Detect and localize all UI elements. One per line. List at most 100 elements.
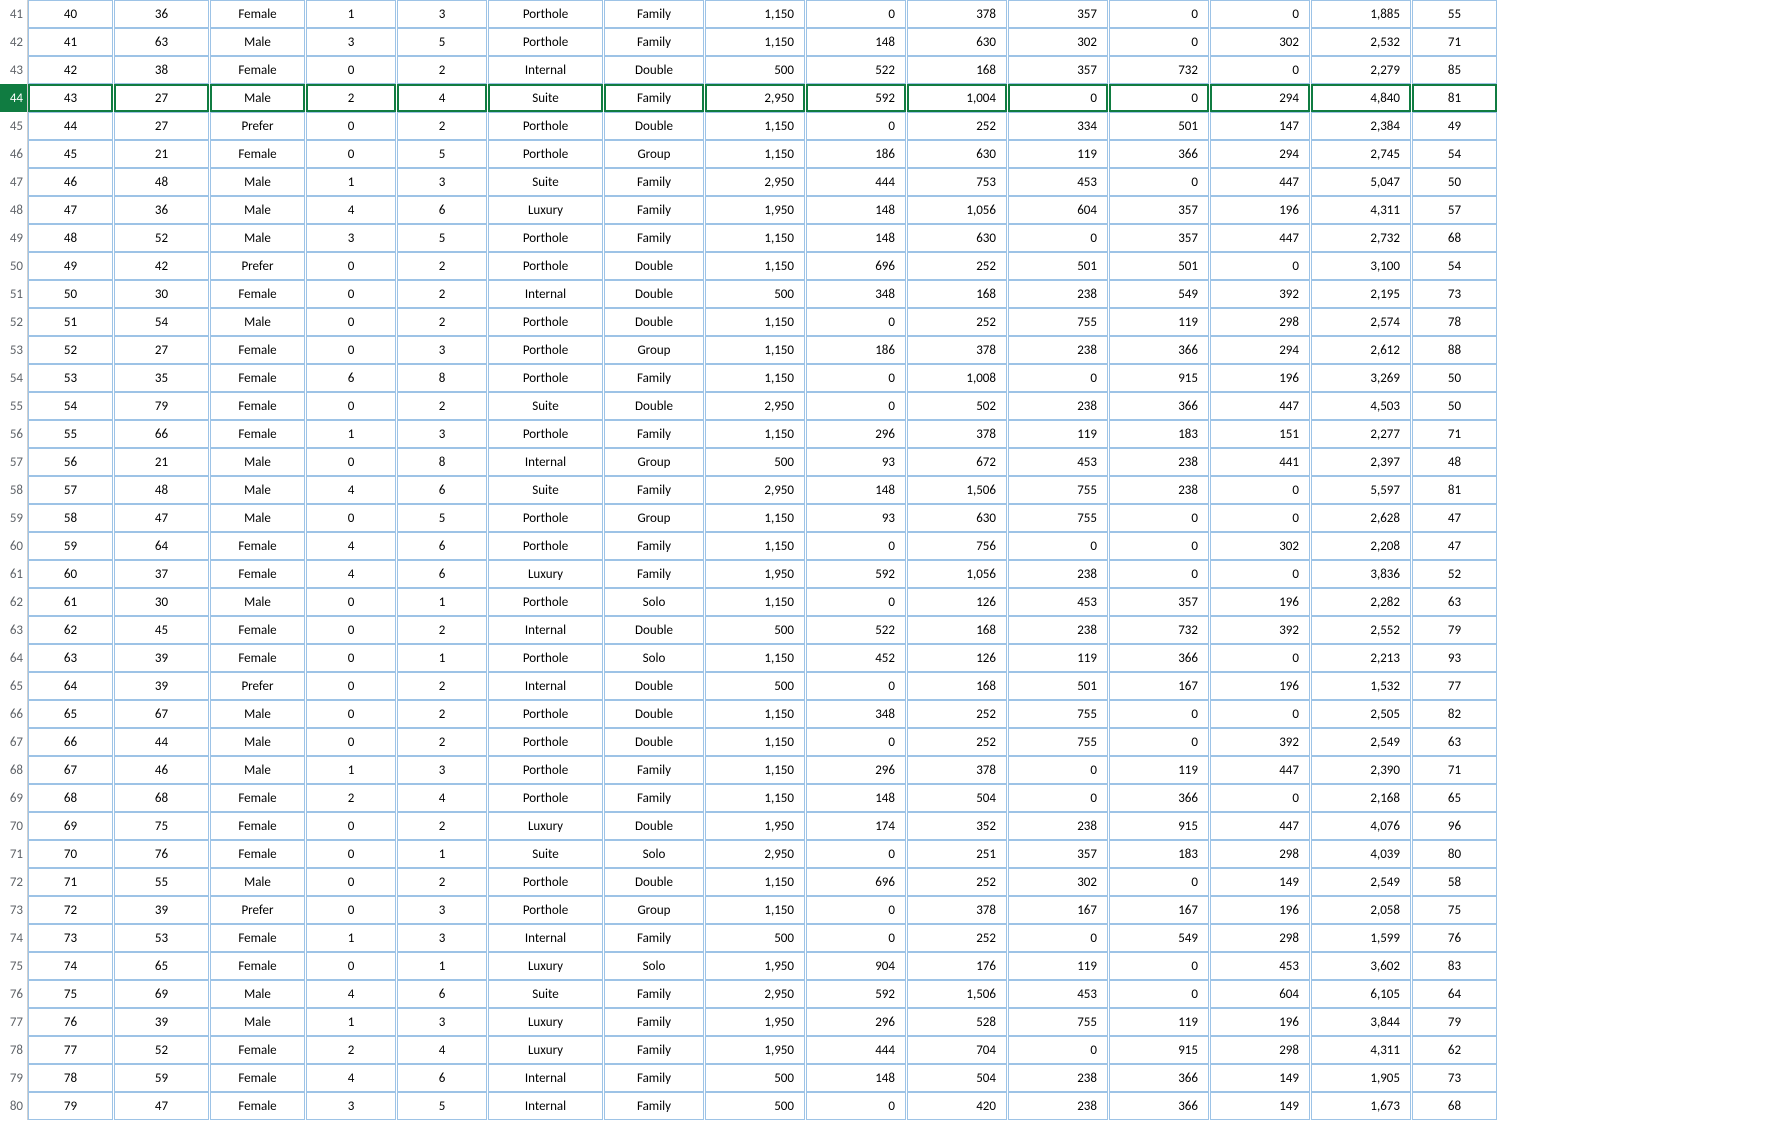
cell[interactable]: 27 xyxy=(114,336,209,364)
cell[interactable]: 549 xyxy=(1109,280,1209,308)
cell[interactable]: 4 xyxy=(306,532,396,560)
cell[interactable]: Family xyxy=(604,756,704,784)
cell[interactable]: 0 xyxy=(806,588,906,616)
cell[interactable]: 0 xyxy=(806,112,906,140)
cell[interactable]: 238 xyxy=(1008,812,1108,840)
cell[interactable]: 39 xyxy=(114,672,209,700)
cell[interactable]: 2 xyxy=(306,84,396,112)
cell[interactable]: 4 xyxy=(306,196,396,224)
cell[interactable]: 3 xyxy=(306,224,396,252)
cell[interactable]: 357 xyxy=(1008,840,1108,868)
cell[interactable]: Internal xyxy=(488,672,603,700)
cell[interactable]: 378 xyxy=(907,336,1007,364)
cell[interactable]: 0 xyxy=(1008,756,1108,784)
cell[interactable]: 0 xyxy=(806,728,906,756)
row-header[interactable]: 74 xyxy=(0,924,28,952)
cell[interactable]: Double xyxy=(604,252,704,280)
cell[interactable]: Internal xyxy=(488,1064,603,1092)
cell[interactable]: 0 xyxy=(1210,56,1310,84)
cell[interactable]: 2,950 xyxy=(705,980,805,1008)
cell[interactable]: 56 xyxy=(28,448,113,476)
cell[interactable]: 46 xyxy=(28,168,113,196)
cell[interactable]: 27 xyxy=(114,84,209,112)
cell[interactable]: Family xyxy=(604,28,704,56)
cell[interactable]: 126 xyxy=(907,588,1007,616)
cell[interactable]: 83 xyxy=(1412,952,1497,980)
cell[interactable]: 0 xyxy=(1008,532,1108,560)
cell[interactable]: 3 xyxy=(306,1092,396,1120)
cell[interactable]: 54 xyxy=(114,308,209,336)
cell[interactable]: 168 xyxy=(907,280,1007,308)
cell[interactable]: 453 xyxy=(1008,448,1108,476)
cell[interactable]: 42 xyxy=(28,56,113,84)
cell[interactable]: 4,503 xyxy=(1311,392,1411,420)
row-header[interactable]: 54 xyxy=(0,364,28,392)
cell[interactable]: 2,745 xyxy=(1311,140,1411,168)
cell[interactable]: 0 xyxy=(1210,700,1310,728)
cell[interactable]: 40 xyxy=(28,0,113,28)
cell[interactable]: 0 xyxy=(306,504,396,532)
cell[interactable]: 500 xyxy=(705,448,805,476)
cell[interactable]: 0 xyxy=(306,896,396,924)
cell[interactable]: 4 xyxy=(306,1064,396,1092)
cell[interactable]: 0 xyxy=(806,1092,906,1120)
cell[interactable]: Female xyxy=(210,616,305,644)
row-header[interactable]: 77 xyxy=(0,1008,28,1036)
cell[interactable]: 0 xyxy=(806,672,906,700)
row-header[interactable]: 59 xyxy=(0,504,28,532)
cell[interactable]: 296 xyxy=(806,756,906,784)
cell[interactable]: 21 xyxy=(114,448,209,476)
cell[interactable]: 4 xyxy=(306,560,396,588)
cell[interactable]: 119 xyxy=(1109,756,1209,784)
cell[interactable]: 500 xyxy=(705,1092,805,1120)
cell[interactable]: Double xyxy=(604,56,704,84)
cell[interactable]: Porthole xyxy=(488,588,603,616)
cell[interactable]: 42 xyxy=(114,252,209,280)
cell[interactable]: 0 xyxy=(306,952,396,980)
cell[interactable]: 51 xyxy=(28,308,113,336)
cell[interactable]: 2 xyxy=(397,56,487,84)
cell[interactable]: 2,397 xyxy=(1311,448,1411,476)
cell[interactable]: 53 xyxy=(28,364,113,392)
cell[interactable]: Porthole xyxy=(488,252,603,280)
cell[interactable]: Male xyxy=(210,728,305,756)
cell[interactable]: Suite xyxy=(488,168,603,196)
cell[interactable]: 378 xyxy=(907,896,1007,924)
cell[interactable]: 63 xyxy=(1412,588,1497,616)
cell[interactable]: Family xyxy=(604,196,704,224)
cell[interactable]: 149 xyxy=(1210,1092,1310,1120)
row-header[interactable]: 73 xyxy=(0,896,28,924)
cell[interactable]: 71 xyxy=(1412,756,1497,784)
cell[interactable]: 915 xyxy=(1109,364,1209,392)
cell[interactable]: 6 xyxy=(397,196,487,224)
cell[interactable]: 65 xyxy=(28,700,113,728)
cell[interactable]: 1,150 xyxy=(705,532,805,560)
cell[interactable]: 52 xyxy=(28,336,113,364)
cell[interactable]: 2,532 xyxy=(1311,28,1411,56)
cell[interactable]: Prefer xyxy=(210,672,305,700)
cell[interactable]: 47 xyxy=(28,196,113,224)
cell[interactable]: 238 xyxy=(1008,392,1108,420)
cell[interactable]: 2,549 xyxy=(1311,868,1411,896)
cell[interactable]: 630 xyxy=(907,504,1007,532)
cell[interactable]: 1,885 xyxy=(1311,0,1411,28)
cell[interactable]: 0 xyxy=(1109,532,1209,560)
cell[interactable]: 298 xyxy=(1210,840,1310,868)
cell[interactable]: 1,599 xyxy=(1311,924,1411,952)
cell[interactable]: 302 xyxy=(1210,28,1310,56)
cell[interactable]: 444 xyxy=(806,168,906,196)
cell[interactable]: 93 xyxy=(806,448,906,476)
cell[interactable]: 0 xyxy=(1008,364,1108,392)
cell[interactable]: 0 xyxy=(1109,28,1209,56)
cell[interactable]: 76 xyxy=(28,1008,113,1036)
cell[interactable]: Porthole xyxy=(488,224,603,252)
cell[interactable]: Female xyxy=(210,532,305,560)
cell[interactable]: 5 xyxy=(397,504,487,532)
cell[interactable]: 6 xyxy=(397,1064,487,1092)
row-header[interactable]: 41 xyxy=(0,0,28,28)
cell[interactable]: 366 xyxy=(1109,1064,1209,1092)
cell[interactable]: 72 xyxy=(28,896,113,924)
cell[interactable]: Female xyxy=(210,1092,305,1120)
cell[interactable]: 70 xyxy=(28,840,113,868)
row-header[interactable]: 72 xyxy=(0,868,28,896)
